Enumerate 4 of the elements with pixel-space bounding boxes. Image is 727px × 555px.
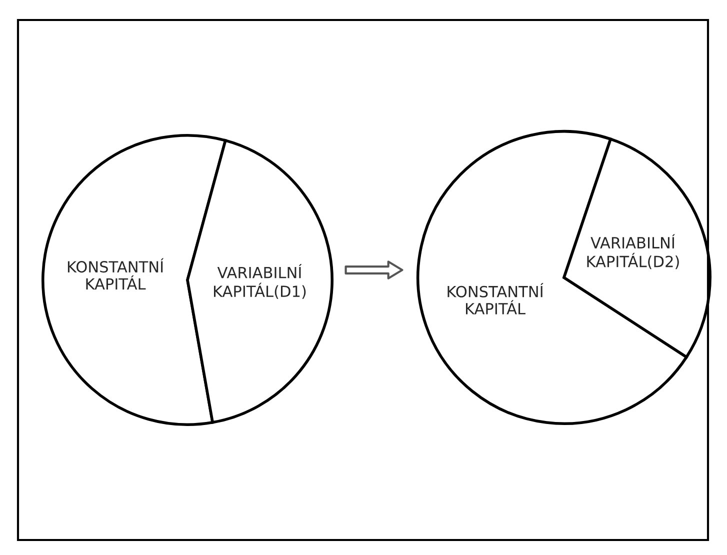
slice-label: KONSTANTNÍ KAPITÁL: [448, 283, 544, 314]
slice-label: KONSTANTNÍ KAPITÁL: [68, 258, 164, 290]
slice-label: VARIABILNÍ KAPITÁL(D1): [214, 264, 306, 299]
slice-label: VARIABILNÍ KAPITÁL(D2): [587, 234, 679, 270]
